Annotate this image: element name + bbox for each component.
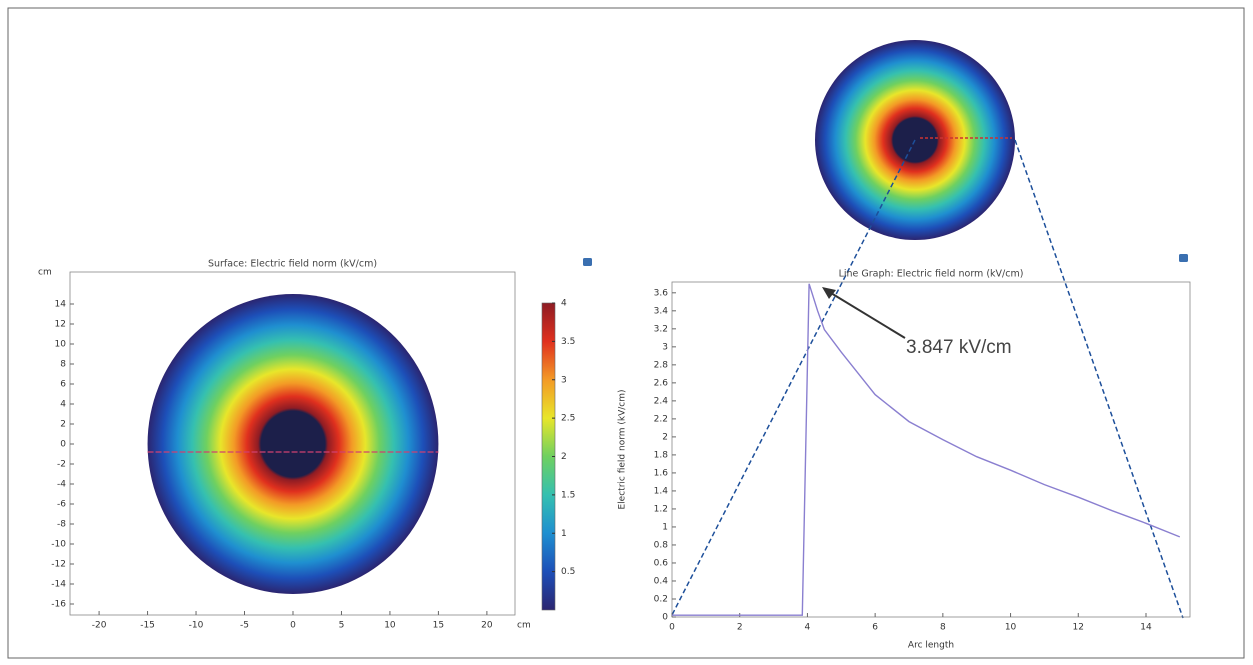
x-tick-label: 0 [290,621,296,631]
projection-line [672,140,915,615]
y-tick-label: 3 [662,342,668,352]
colorbar-tick-label: 2 [561,452,567,462]
y-tick-label: 8 [60,360,66,370]
y-tick-label: 0 [60,440,66,450]
x-tick-label: -20 [92,621,107,631]
y-axis-label: Electric field norm (kV/cm) [618,389,628,509]
x-tick-label: 5 [339,621,345,631]
x-tick-label: 2 [737,623,743,633]
colorbar-tick-label: 0.5 [561,567,575,577]
y-tick-label: 2 [662,432,668,442]
y-tick-label: -12 [51,560,66,570]
y-tick-label: 2.8 [654,360,669,370]
y-unit: cm [38,268,52,278]
y-tick-label: 2.6 [654,378,669,388]
y-tick-label: 3.4 [654,306,669,316]
colorbar-tick-label: 4 [561,299,567,309]
plot-area [672,282,1190,617]
y-tick-label: -2 [57,460,66,470]
y-tick-label: 10 [55,340,67,350]
x-tick-label: 10 [384,621,396,631]
annotation-arrow [826,290,905,338]
y-tick-label: -4 [57,480,66,490]
x-axis-label: Arc length [908,641,954,651]
plot-title: Line Graph: Electric field norm (kV/cm) [839,269,1024,280]
y-tick-label: -8 [57,520,66,530]
y-tick-label: 1 [662,522,668,532]
colorbar-tick-label: 2.5 [561,414,575,424]
x-tick-label: 0 [669,623,675,633]
line-series [672,284,1180,615]
y-tick-label: 0.4 [654,576,669,586]
field-disk [148,294,439,594]
y-tick-label: 3.2 [654,324,668,334]
y-tick-label: 1.8 [654,450,669,460]
y-tick-label: -10 [51,540,66,550]
plot-title: Surface: Electric field norm (kV/cm) [208,259,377,270]
y-tick-label: 1.2 [654,504,668,514]
x-tick-label: 15 [433,621,444,631]
colorbar-tick-label: 1 [561,529,567,539]
colorbar-tick-label: 3.5 [561,337,575,347]
x-tick-label: -10 [189,621,204,631]
x-tick-label: 4 [805,623,811,633]
outer-frame [8,8,1244,658]
y-tick-label: 12 [55,320,66,330]
y-tick-label: 1.4 [654,486,669,496]
y-tick-label: 0.8 [654,540,669,550]
y-tick-label: 14 [55,300,67,310]
y-tick-label: -16 [51,600,66,610]
x-tick-label: 10 [1005,623,1017,633]
y-tick-label: 4 [60,400,66,410]
x-tick-label: -5 [240,621,249,631]
x-tick-label: 20 [481,621,493,631]
x-tick-label: 14 [1140,623,1152,633]
x-unit: cm [517,621,531,631]
plot-icon[interactable] [1179,254,1188,262]
x-tick-label: -15 [140,621,155,631]
y-tick-label: 6 [60,380,66,390]
x-tick-label: 8 [940,623,946,633]
y-tick-label: 3.6 [654,288,669,298]
annotation: 3.847 kV/cm [906,337,1012,358]
x-tick-label: 6 [872,623,878,633]
y-tick-label: 2.2 [654,414,668,424]
colorbar-tick-label: 3 [561,375,567,385]
y-tick-label: 0.2 [654,594,668,604]
colorbar-tick-label: 1.5 [561,490,575,500]
x-tick-label: 12 [1073,623,1084,633]
plot-icon[interactable] [583,258,592,266]
y-tick-label: 2 [60,420,66,430]
y-tick-label: 0.6 [654,558,669,568]
y-tick-label: -14 [51,580,66,590]
figure: Surface: Electric field norm (kV/cm)-20-… [0,0,1253,665]
projection-line [1015,140,1183,618]
y-tick-label: 2.4 [654,396,669,406]
y-tick-label: 0 [662,613,668,623]
y-tick-label: 1.6 [654,468,669,478]
y-tick-label: -6 [57,500,66,510]
